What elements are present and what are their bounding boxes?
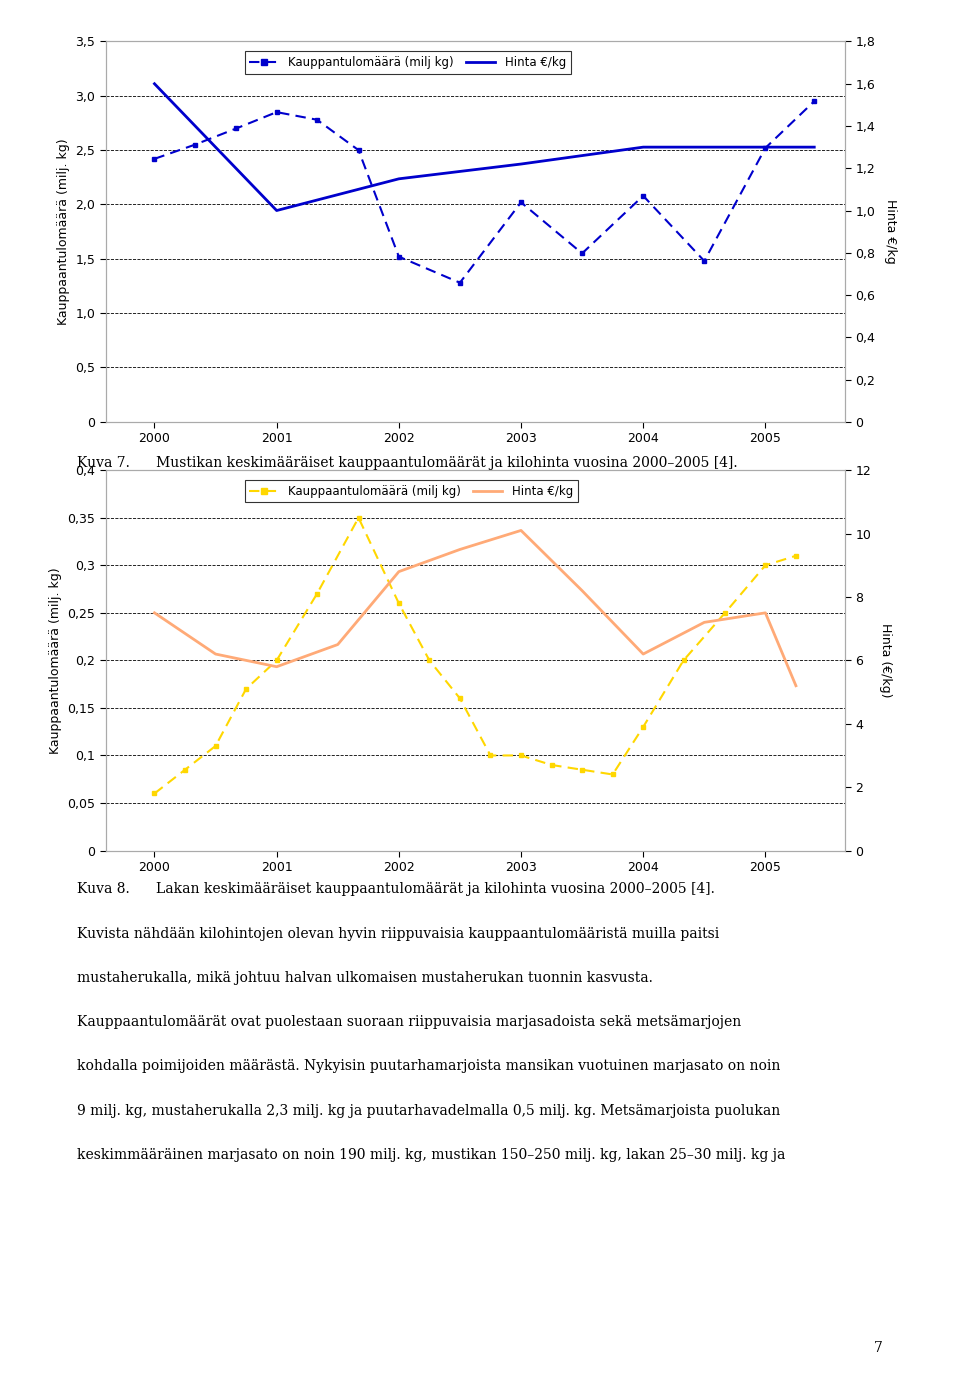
Text: Kuvista nähdään kilohintojen olevan hyvin riippuvaisia kauppaantulomääristä muil: Kuvista nähdään kilohintojen olevan hyvi… [77,927,719,940]
Text: Kuva 8.      Lakan keskimääräiset kauppaantulomäärät ja kilohinta vuosina 2000–2: Kuva 8. Lakan keskimääräiset kauppaantul… [77,882,714,896]
Text: 7: 7 [875,1342,883,1355]
Text: Kuva 7.      Mustikan keskimääräiset kauppaantulomäärät ja kilohinta vuosina 200: Kuva 7. Mustikan keskimääräiset kauppaan… [77,456,737,470]
Y-axis label: Hinta €/kg: Hinta €/kg [883,199,897,264]
Text: Kauppaantulomäärät ovat puolestaan suoraan riippuvaisia marjasadoista sekä metsä: Kauppaantulomäärät ovat puolestaan suora… [77,1015,741,1029]
Y-axis label: Kauppaantulomäärä (milj. kg): Kauppaantulomäärä (milj. kg) [49,567,61,754]
Text: 9 milj. kg, mustaherukalla 2,3 milj. kg ja puutarhavadelmalla 0,5 milj. kg. Mets: 9 milj. kg, mustaherukalla 2,3 milj. kg … [77,1104,780,1117]
Y-axis label: Hinta (€/kg): Hinta (€/kg) [879,624,893,697]
Text: keskimmääräinen marjasato on noin 190 milj. kg, mustikan 150–250 milj. kg, lakan: keskimmääräinen marjasato on noin 190 mi… [77,1148,785,1162]
Y-axis label: Kauppaantulomäärä (milj. kg): Kauppaantulomäärä (milj. kg) [57,138,70,325]
Text: mustaherukalla, mikä johtuu halvan ulkomaisen mustaherukan tuonnin kasvusta.: mustaherukalla, mikä johtuu halvan ulkom… [77,971,653,985]
Legend: Kauppaantulomäärä (milj kg), Hinta €/kg: Kauppaantulomäärä (milj kg), Hinta €/kg [245,480,578,502]
Text: kohdalla poimijoiden määrästä. Nykyisin puutarhamarjoista mansikan vuotuinen mar: kohdalla poimijoiden määrästä. Nykyisin … [77,1059,780,1073]
Legend: Kauppantulomäärä (milj kg), Hinta €/kg: Kauppantulomäärä (milj kg), Hinta €/kg [245,51,570,73]
